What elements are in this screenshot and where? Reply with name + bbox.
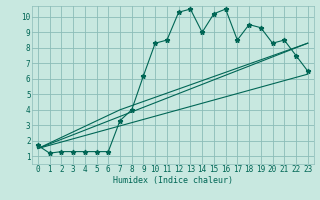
- X-axis label: Humidex (Indice chaleur): Humidex (Indice chaleur): [113, 176, 233, 185]
